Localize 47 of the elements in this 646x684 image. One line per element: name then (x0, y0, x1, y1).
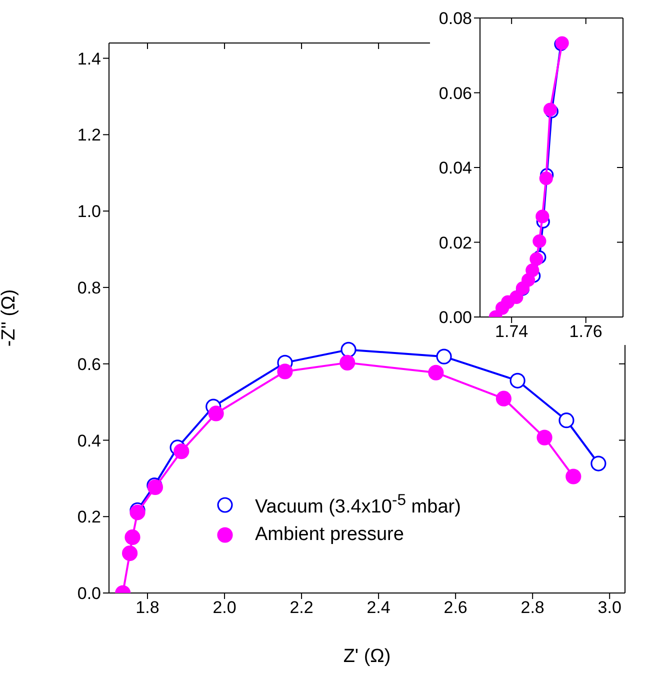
point (558, 412, 574, 428)
y-tick-label: 0.00 (438, 308, 472, 328)
y-tick-label: 0.02 (438, 233, 472, 252)
point (539, 172, 553, 186)
y-tick-label: 1.0 (77, 202, 101, 222)
x-tick-label: 1.76 (569, 322, 602, 342)
legend-label: Ambient pressure (255, 524, 404, 546)
x-tick-label: 2.2 (290, 598, 314, 618)
y-tick-label: 0.2 (77, 508, 101, 527)
point (208, 406, 224, 422)
x-tick-label: 2.4 (366, 598, 390, 618)
y-tick-label: 0.04 (438, 158, 472, 178)
point (590, 456, 606, 472)
point (277, 364, 293, 380)
point (436, 348, 452, 364)
point (340, 342, 356, 358)
point (124, 529, 140, 546)
x-tick-label: 3.0 (598, 598, 622, 618)
point (510, 372, 526, 388)
legend-label: Vacuum (3.4x10$^{-5}$ mbar) (255, 492, 461, 518)
x-axis-title: Z' (Ω) (343, 646, 391, 667)
point (526, 263, 540, 278)
y-tick-label: 0.8 (77, 278, 101, 298)
point (122, 545, 138, 562)
x-tick-label: 2.6 (444, 598, 468, 618)
y-tick-label: 1.4 (77, 49, 101, 68)
point (566, 468, 582, 484)
point (532, 234, 546, 248)
y-axis-title: -Z'' (Ω) (0, 289, 20, 347)
y-tick-label: 0.08 (438, 9, 472, 28)
y-tick-label: 0.4 (77, 431, 101, 450)
y-tick-label: 0.6 (77, 354, 101, 374)
point (340, 354, 356, 370)
point (510, 290, 524, 304)
x-tick-label: 1.8 (136, 598, 160, 618)
point (496, 390, 512, 406)
y-tick-label: 0.06 (438, 84, 472, 103)
point (536, 210, 550, 224)
x-tick-label: 1.74 (495, 322, 528, 342)
point (428, 364, 444, 380)
point (530, 252, 544, 266)
y-tick-label: 0.0 (77, 584, 101, 604)
x-tick-label: 2.0 (212, 598, 236, 618)
point (536, 430, 552, 446)
x-tick-label: 2.8 (520, 598, 544, 618)
point (174, 444, 190, 460)
y-tick-label: 1.2 (77, 126, 101, 145)
